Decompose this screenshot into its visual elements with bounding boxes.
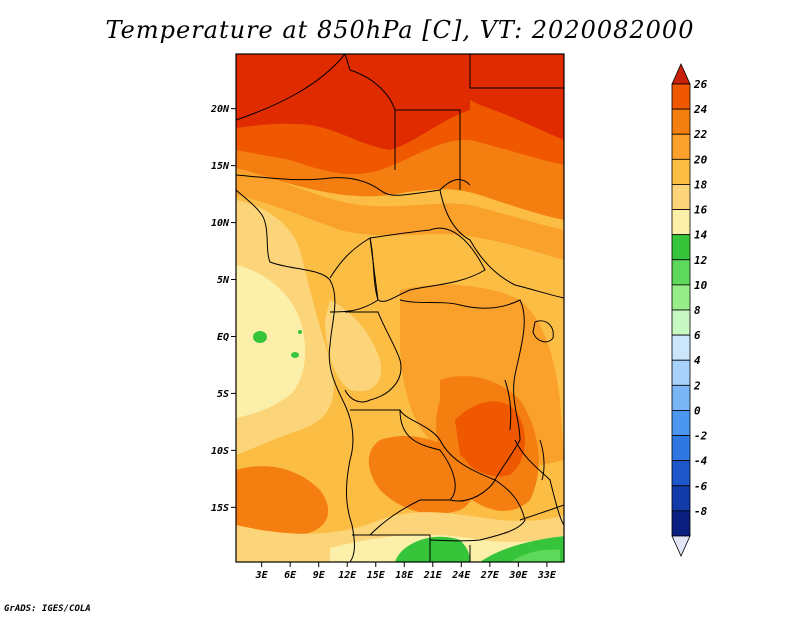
colorbar-swatch xyxy=(671,485,691,512)
border-north-east xyxy=(395,54,564,190)
country-borders xyxy=(236,54,564,562)
border-chad-sudan xyxy=(439,189,564,299)
colorbar-label: 2 xyxy=(693,379,701,392)
colorbar-swatch xyxy=(671,384,691,411)
contour-band-26-plus xyxy=(236,54,470,150)
lat-tick-label: EQ xyxy=(217,332,229,343)
colorbar-swatch xyxy=(671,359,691,386)
colorbar-label: 16 xyxy=(694,204,708,217)
temperature-field xyxy=(236,54,564,562)
contour-band-26-plus-east xyxy=(470,54,564,140)
colorbar-swatch xyxy=(671,334,691,361)
latitude-axis: 20N 15N 10N 5N EQ 5S 10S 15S xyxy=(210,104,236,514)
colorbar-label: 14 xyxy=(694,229,708,242)
colorbar-label: 18 xyxy=(694,178,708,191)
lon-tick-label: 33E xyxy=(537,570,557,581)
colorbar-swatch xyxy=(671,209,691,236)
lat-tick-label: 5S xyxy=(217,389,229,400)
colorbar-swatch xyxy=(671,410,691,436)
colorbar-swatch xyxy=(671,510,691,537)
border-zambia xyxy=(429,479,526,542)
lake-tanganyika xyxy=(504,379,512,431)
longitude-axis: 3E 6E 9E 12E 15E 18E 21E 24E 27E 30E 33E xyxy=(255,562,557,581)
colorbar-label: 26 xyxy=(693,78,708,91)
contour-band-22-24-sw xyxy=(236,466,329,537)
map-title: Temperature at 850hPa [C], VT: 202008200… xyxy=(105,16,695,44)
colorbar-label: 20 xyxy=(693,153,708,166)
colorbar-swatch xyxy=(671,435,691,462)
contour-patch-12-14-b xyxy=(291,352,299,358)
colorbar-swatch xyxy=(671,108,691,135)
border-cameroon xyxy=(329,237,379,313)
colorbar-swatch xyxy=(671,234,691,261)
colorbar-label: -4 xyxy=(694,455,708,468)
colorbar-swatch xyxy=(671,460,691,487)
lon-tick-label: 12E xyxy=(338,570,357,581)
contour-band-10-12-southeast xyxy=(510,549,560,562)
contour-patch-12-14-a xyxy=(253,331,267,343)
colorbar-label: 4 xyxy=(694,354,701,367)
border-southeast xyxy=(514,439,564,526)
colorbar-label: -8 xyxy=(694,505,708,518)
colorbar-label: 6 xyxy=(694,329,701,342)
border-angola xyxy=(350,409,456,536)
contour-band-14-16-west xyxy=(236,265,306,418)
colorbar-bottom-arrow xyxy=(671,535,691,557)
border-congo xyxy=(344,311,402,403)
colorbar-label: -6 xyxy=(694,480,708,493)
border-drc xyxy=(350,299,525,481)
colorbar-swatch xyxy=(671,184,691,210)
lat-tick-label: 5N xyxy=(217,275,230,286)
lon-tick-label: 6E xyxy=(284,570,297,581)
colorbar-label: 10 xyxy=(694,279,708,292)
colorbar-swatch xyxy=(671,259,691,286)
lon-tick-label: 27E xyxy=(480,570,500,581)
colorbar-top-arrow xyxy=(671,63,691,85)
colorbar-label: 8 xyxy=(694,304,701,317)
border-south xyxy=(352,534,471,562)
lon-tick-label: 9E xyxy=(313,570,326,581)
lon-tick-label: 24E xyxy=(451,570,471,581)
colorbar-swatch xyxy=(671,83,691,110)
colorbar-swatch xyxy=(671,309,691,336)
lat-tick-label: 10N xyxy=(211,218,230,229)
lon-tick-label: 15E xyxy=(367,570,386,581)
lon-tick-label: 21E xyxy=(423,570,443,581)
lat-tick-label: 10S xyxy=(211,446,229,457)
contour-band-12-14-south xyxy=(395,536,470,562)
colorbar-label: 12 xyxy=(694,254,708,267)
contour-band-22-24-south xyxy=(368,435,475,514)
contour-band-20-22-north xyxy=(236,168,564,260)
colorbar-label: 24 xyxy=(693,103,708,116)
lon-tick-label: 18E xyxy=(395,570,414,581)
contour-band-24-26-east xyxy=(455,401,526,477)
colorbar-label: -2 xyxy=(694,430,708,443)
lat-tick-label: 15N xyxy=(211,161,230,172)
coastline xyxy=(236,189,355,562)
colorbar-swatch xyxy=(671,158,691,185)
lake-malawi xyxy=(539,439,545,481)
border-sahara xyxy=(236,54,396,170)
lon-tick-label: 3E xyxy=(255,570,269,581)
colorbar-swatch xyxy=(671,133,691,160)
map-frame xyxy=(235,53,565,563)
grads-credit: GrADS: IGES/COLA xyxy=(4,604,91,614)
contour-band-16-18-gabon xyxy=(325,300,381,392)
lon-tick-label: 30E xyxy=(508,570,528,581)
colorbar-label: 0 xyxy=(694,404,701,417)
contour-patch-12-14-c xyxy=(298,330,302,334)
colorbar-label: 22 xyxy=(693,128,708,141)
lat-tick-label: 15S xyxy=(211,503,229,514)
lat-tick-label: 20N xyxy=(210,104,230,115)
lake-victoria xyxy=(532,320,554,343)
colorbar-swatch xyxy=(671,284,691,311)
border-sahel xyxy=(236,174,471,196)
